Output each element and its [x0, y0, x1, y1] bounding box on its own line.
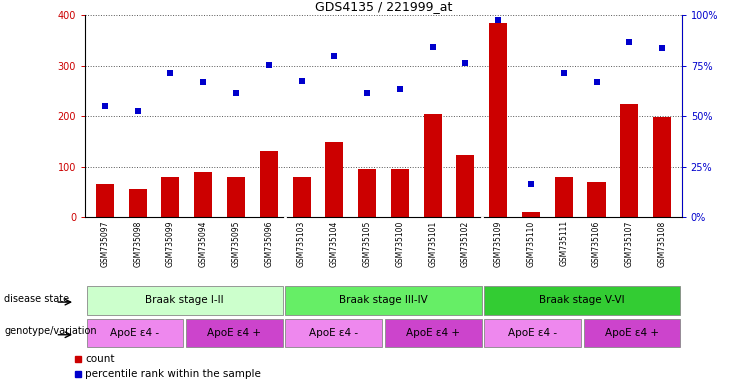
- Bar: [293, 177, 310, 217]
- Bar: [194, 172, 212, 217]
- Text: Braak stage V-VI: Braak stage V-VI: [539, 295, 625, 306]
- Bar: [186, 319, 283, 348]
- Text: GSM735097: GSM735097: [100, 220, 110, 267]
- Bar: [285, 319, 382, 348]
- Text: GSM735110: GSM735110: [526, 220, 536, 266]
- Point: [296, 78, 308, 84]
- Point: [459, 60, 471, 66]
- Text: disease state: disease state: [4, 294, 70, 304]
- Point: [427, 43, 439, 50]
- Text: GSM735106: GSM735106: [592, 220, 601, 267]
- Bar: [87, 286, 283, 315]
- Text: ApoE ε4 +: ApoE ε4 +: [207, 328, 262, 338]
- Text: GSM735102: GSM735102: [461, 220, 470, 266]
- Bar: [484, 319, 581, 348]
- Text: GSM735108: GSM735108: [657, 220, 667, 266]
- Bar: [424, 114, 442, 217]
- Text: GSM735109: GSM735109: [494, 220, 502, 267]
- Bar: [653, 117, 671, 217]
- Point: [263, 62, 275, 68]
- Bar: [489, 23, 507, 217]
- Bar: [129, 189, 147, 217]
- Bar: [484, 286, 680, 315]
- Text: GSM735094: GSM735094: [199, 220, 207, 267]
- Title: GDS4135 / 221999_at: GDS4135 / 221999_at: [315, 0, 452, 13]
- Bar: [285, 286, 482, 315]
- Bar: [555, 177, 573, 217]
- Text: GSM735096: GSM735096: [265, 220, 273, 267]
- Text: GSM735100: GSM735100: [396, 220, 405, 267]
- Point: [492, 17, 504, 23]
- Point: [558, 70, 570, 76]
- Bar: [391, 169, 409, 217]
- Bar: [325, 142, 343, 217]
- Text: Braak stage I-II: Braak stage I-II: [145, 295, 224, 306]
- Bar: [620, 104, 638, 217]
- Point: [230, 90, 242, 96]
- Point: [132, 108, 144, 114]
- Text: count: count: [85, 354, 115, 364]
- Point: [623, 38, 635, 45]
- Text: ApoE ε4 -: ApoE ε4 -: [309, 328, 359, 338]
- Bar: [96, 184, 114, 217]
- Point: [197, 79, 209, 85]
- Bar: [227, 177, 245, 217]
- Text: GSM735107: GSM735107: [625, 220, 634, 267]
- Point: [525, 181, 537, 187]
- Text: percentile rank within the sample: percentile rank within the sample: [85, 369, 261, 379]
- Text: ApoE ε4 -: ApoE ε4 -: [508, 328, 557, 338]
- Bar: [522, 212, 540, 217]
- Text: GSM735105: GSM735105: [362, 220, 371, 267]
- Bar: [87, 319, 183, 348]
- Point: [656, 45, 668, 51]
- Point: [99, 103, 111, 109]
- Point: [361, 90, 373, 96]
- Bar: [584, 319, 680, 348]
- Text: GSM735098: GSM735098: [133, 220, 142, 267]
- Text: GSM735095: GSM735095: [231, 220, 241, 267]
- Text: GSM735104: GSM735104: [330, 220, 339, 267]
- Text: genotype/variation: genotype/variation: [4, 326, 97, 336]
- Bar: [385, 319, 482, 348]
- Bar: [358, 169, 376, 217]
- Bar: [260, 151, 278, 217]
- Bar: [162, 177, 179, 217]
- Text: ApoE ε4 -: ApoE ε4 -: [110, 328, 159, 338]
- Text: GSM735099: GSM735099: [166, 220, 175, 267]
- Text: Braak stage III-IV: Braak stage III-IV: [339, 295, 428, 306]
- Text: ApoE ε4 +: ApoE ε4 +: [605, 328, 659, 338]
- Point: [328, 53, 340, 59]
- Point: [591, 79, 602, 85]
- Bar: [588, 182, 605, 217]
- Text: GSM735103: GSM735103: [297, 220, 306, 267]
- Text: ApoE ε4 +: ApoE ε4 +: [406, 328, 460, 338]
- Text: GSM735101: GSM735101: [428, 220, 437, 266]
- Point: [165, 70, 176, 76]
- Point: [394, 86, 406, 93]
- Bar: [456, 156, 474, 217]
- Text: GSM735111: GSM735111: [559, 220, 568, 266]
